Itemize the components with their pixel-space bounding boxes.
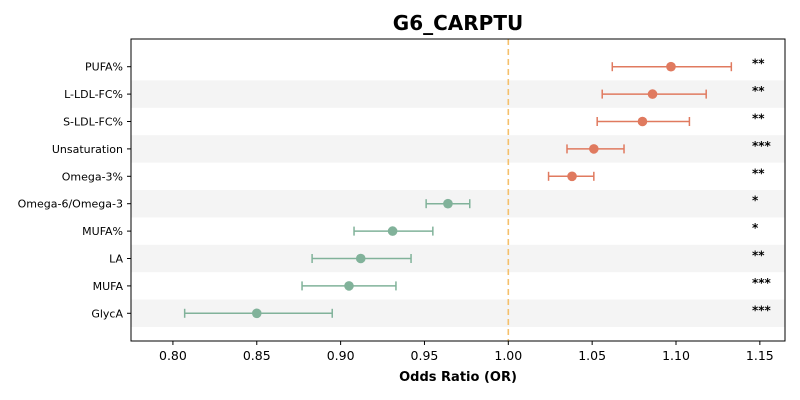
or-point	[251, 308, 262, 319]
x-tick-label: 0.80	[159, 348, 187, 363]
or-point	[567, 171, 577, 182]
y-tick-label: Omega-6/Omega-3	[18, 198, 123, 211]
y-tick-label: L-LDL-FC%	[64, 88, 123, 101]
or-point	[589, 144, 599, 154]
x-tick-label: 0.85	[243, 348, 271, 363]
significance-label: **	[752, 249, 765, 263]
y-tick-label: MUFA%	[82, 225, 123, 238]
y-tick-label: S-LDL-FC%	[63, 116, 123, 129]
row-band	[131, 244, 785, 273]
significance-label: **	[752, 57, 765, 71]
significance-label: ***	[752, 303, 772, 317]
y-tick-label: MUFA	[93, 280, 124, 293]
significance-label: *	[752, 194, 759, 208]
significance-label: **	[752, 112, 765, 126]
x-tick-label: 1.15	[746, 348, 774, 363]
x-tick-label: 1.05	[578, 348, 606, 363]
or-point	[666, 61, 676, 72]
row-band	[131, 135, 785, 163]
y-tick-label: GlycA	[91, 307, 123, 320]
forest-row: ***	[301, 276, 772, 291]
or-point	[443, 198, 453, 209]
x-tick-label: 1.00	[494, 348, 522, 363]
forest-row: **	[611, 57, 765, 72]
or-point	[355, 253, 366, 264]
significance-label: **	[752, 84, 765, 98]
chart-title: G6_CARPTU	[393, 11, 523, 35]
significance-label: **	[752, 166, 765, 180]
x-axis: 0.80 0.85 0.90 0.95 1.00 1.05 1.10 1.15	[159, 341, 774, 363]
forest-row: ***	[183, 303, 772, 319]
significance-label: ***	[752, 276, 772, 290]
forest-row: *	[353, 221, 759, 236]
y-tick-label: PUFA%	[85, 61, 123, 74]
forest-row: **	[547, 166, 765, 182]
or-point	[387, 226, 398, 236]
plot-frame	[130, 38, 786, 342]
forest-row: **	[311, 249, 765, 264]
forest-row: *	[425, 194, 759, 209]
or-point	[344, 281, 354, 291]
data-marks: *********************	[183, 57, 772, 319]
significance-label: *	[752, 221, 759, 235]
y-axis: PUFA% L-LDL-FC% S-LDL-FC% Unsaturation Omega…	[18, 61, 131, 320]
significance-label: ***	[752, 139, 772, 153]
or-point	[637, 116, 648, 127]
x-tick-label: 0.95	[411, 348, 439, 363]
y-tick-label: LA	[109, 253, 123, 266]
x-tick-label: 0.90	[327, 348, 355, 363]
forest-row: ***	[566, 139, 772, 154]
x-axis-label: Odds Ratio (OR)	[399, 370, 517, 385]
x-tick-label: 1.10	[662, 348, 690, 363]
forest-row: **	[596, 112, 765, 127]
y-tick-label: Omega-3%	[62, 170, 123, 183]
y-tick-label: Unsaturation	[52, 143, 123, 156]
or-point	[647, 89, 658, 99]
forest-row: **	[601, 84, 765, 99]
